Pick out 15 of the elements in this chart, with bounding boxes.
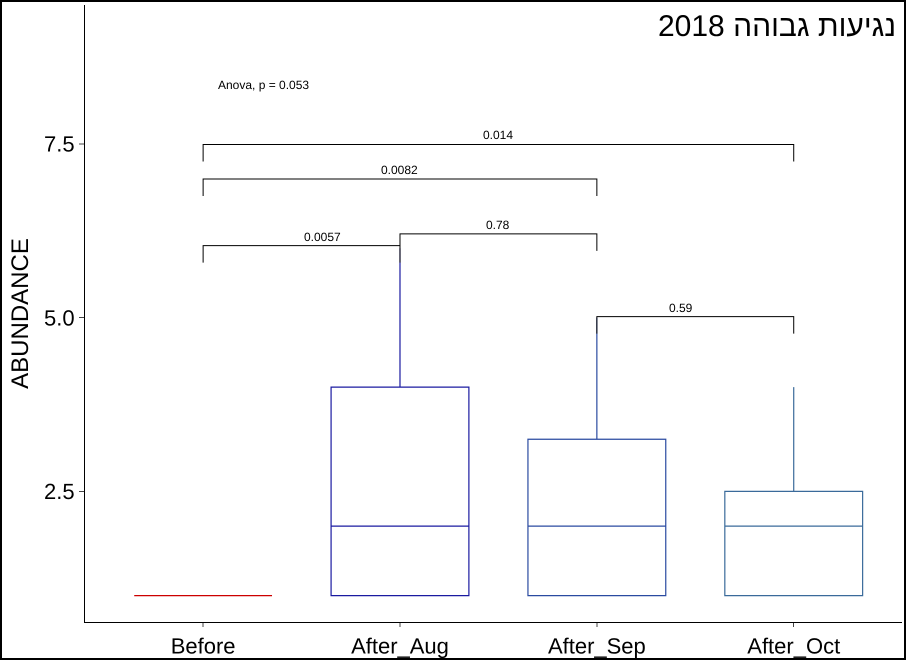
annotation: 0.59 [669, 301, 693, 315]
y-tick-label: 5.0 [44, 305, 75, 330]
x-tick-label: After_Sep [548, 633, 646, 658]
chart-title: נגיעות גבוהה 2018 [658, 10, 896, 43]
annotation: 0.0082 [381, 163, 418, 177]
y-tick-label: 2.5 [44, 479, 75, 504]
annotation: 0.0057 [304, 230, 342, 244]
x-tick-label: Before [170, 633, 236, 658]
x-tick-label: After_Oct [747, 633, 840, 658]
annotation: 0.014 [483, 128, 514, 142]
y-axis-title: ABUNDANCE [7, 238, 34, 389]
y-tick-label: 7.5 [44, 132, 75, 157]
annotation: 0.78 [486, 218, 510, 232]
annotation: Anova, p = 0.053 [218, 78, 310, 92]
x-tick-label: After_Aug [351, 633, 449, 658]
